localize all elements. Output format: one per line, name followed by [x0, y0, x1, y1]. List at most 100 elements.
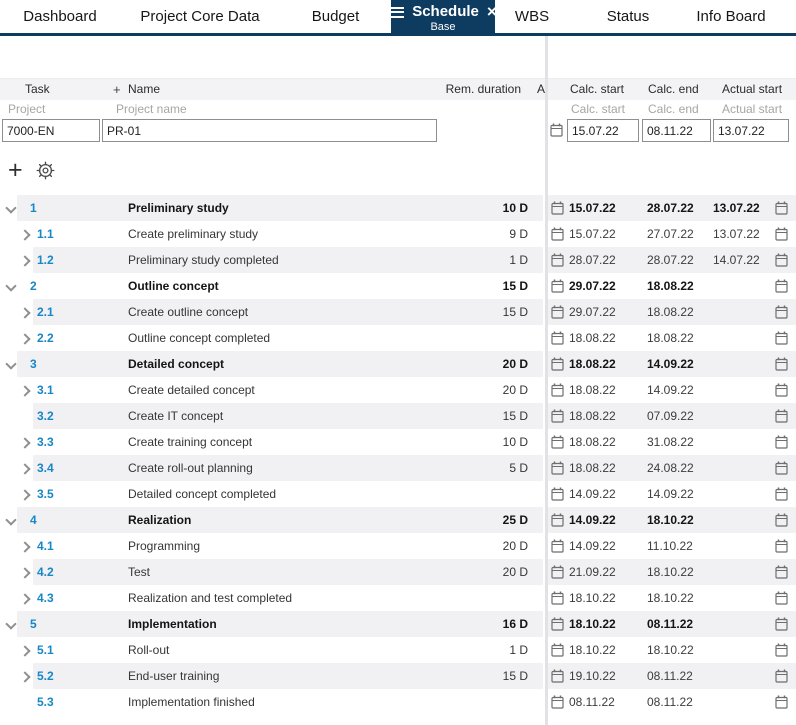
task-row[interactable]: 4.2 Test 20 D 21.09.22 18.10.22 — [0, 559, 796, 585]
tab-info-board[interactable]: Info Board — [696, 8, 766, 25]
task-name: Preliminary study — [128, 201, 229, 215]
calendar-icon[interactable] — [775, 513, 788, 527]
calc-end-input[interactable] — [642, 119, 711, 142]
calendar-icon[interactable] — [551, 565, 564, 579]
calendar-icon[interactable] — [550, 123, 563, 142]
calendar-icon[interactable] — [775, 669, 788, 683]
calendar-icon[interactable] — [551, 383, 564, 397]
project-name-input[interactable] — [102, 119, 437, 142]
task-row[interactable]: 3.3 Create training concept 10 D 18.08.2… — [0, 429, 796, 455]
task-row[interactable]: 5.3 Implementation finished 08.11.22 08.… — [0, 689, 796, 715]
calendar-icon[interactable] — [775, 201, 788, 215]
task-row[interactable]: 1.1 Create preliminary study 9 D 15.07.2… — [0, 221, 796, 247]
add-task-button[interactable]: + — [8, 156, 23, 184]
calendar-icon[interactable] — [775, 305, 788, 319]
calendar-icon[interactable] — [551, 487, 564, 501]
menu-icon[interactable] — [389, 6, 405, 18]
calendar-icon[interactable] — [551, 695, 564, 709]
actual-start-input[interactable] — [713, 119, 789, 142]
task-row[interactable]: 3.5 Detailed concept completed 14.09.22 … — [0, 481, 796, 507]
calendar-icon[interactable] — [551, 305, 564, 319]
close-icon[interactable]: × — [486, 2, 497, 21]
calendar-icon[interactable] — [551, 227, 564, 241]
calendar-icon[interactable] — [775, 383, 788, 397]
task-row[interactable]: 2 Outline concept 15 D 29.07.22 18.08.22 — [0, 273, 796, 299]
chevron-down-icon[interactable] — [5, 202, 17, 214]
calendar-icon[interactable] — [551, 357, 564, 371]
calendar-icon[interactable] — [775, 565, 788, 579]
calendar-icon[interactable] — [551, 669, 564, 683]
chevron-down-icon[interactable] — [5, 514, 17, 526]
chevron-right-icon[interactable] — [19, 541, 31, 553]
chevron-right-icon[interactable] — [19, 645, 31, 657]
task-row[interactable]: 3 Detailed concept 20 D 18.08.22 14.09.2… — [0, 351, 796, 377]
chevron-right-icon[interactable] — [19, 333, 31, 345]
calendar-icon[interactable] — [551, 253, 564, 267]
chevron-right-icon[interactable] — [19, 489, 31, 501]
calendar-icon[interactable] — [551, 539, 564, 553]
calendar-icon[interactable] — [551, 513, 564, 527]
chevron-right-icon[interactable] — [19, 229, 31, 241]
calendar-icon[interactable] — [551, 409, 564, 423]
task-row[interactable]: 4 Realization 25 D 14.09.22 18.10.22 — [0, 507, 796, 533]
tab-schedule[interactable]: Schedule × Base — [389, 0, 497, 36]
calendar-icon[interactable] — [551, 643, 564, 657]
tab-project-core-data[interactable]: Project Core Data — [140, 8, 260, 25]
calendar-icon[interactable] — [551, 331, 564, 345]
tab-budget[interactable]: Budget — [311, 8, 360, 25]
calendar-icon[interactable] — [551, 617, 564, 631]
chevron-right-icon[interactable] — [19, 463, 31, 475]
calendar-icon[interactable] — [775, 357, 788, 371]
calendar-icon[interactable] — [775, 617, 788, 631]
task-row[interactable]: 3.2 Create IT concept 15 D 18.08.22 07.0… — [0, 403, 796, 429]
task-row[interactable]: 1.2 Preliminary study completed 1 D 28.0… — [0, 247, 796, 273]
chevron-right-icon[interactable] — [19, 437, 31, 449]
calendar-icon[interactable] — [775, 539, 788, 553]
task-row[interactable]: 2.1 Create outline concept 15 D 29.07.22… — [0, 299, 796, 325]
calendar-icon[interactable] — [775, 591, 788, 605]
calendar-icon[interactable] — [775, 487, 788, 501]
calendar-icon[interactable] — [551, 461, 564, 475]
chevron-right-icon[interactable] — [19, 307, 31, 319]
chevron-right-icon[interactable] — [19, 593, 31, 605]
calendar-icon[interactable] — [775, 227, 788, 241]
calendar-icon[interactable] — [775, 279, 788, 293]
task-row[interactable]: 5.1 Roll-out 1 D 18.10.22 18.10.22 — [0, 637, 796, 663]
calendar-icon[interactable] — [775, 409, 788, 423]
task-name: Create training concept — [128, 435, 253, 449]
calendar-icon[interactable] — [551, 201, 564, 215]
chevron-right-icon[interactable] — [19, 567, 31, 579]
project-id-input[interactable] — [2, 119, 100, 142]
chevron-down-icon[interactable] — [5, 280, 17, 292]
calendar-icon[interactable] — [775, 435, 788, 449]
tab-dashboard[interactable]: Dashboard — [23, 8, 97, 25]
calendar-icon[interactable] — [775, 461, 788, 475]
calendar-icon[interactable] — [775, 643, 788, 657]
calendar-icon[interactable] — [551, 279, 564, 293]
chevron-right-icon[interactable] — [19, 671, 31, 683]
chevron-down-icon[interactable] — [5, 618, 17, 630]
calendar-icon[interactable] — [775, 695, 788, 709]
task-row[interactable]: 3.4 Create roll-out planning 5 D 18.08.2… — [0, 455, 796, 481]
task-row[interactable]: 5.2 End-user training 15 D 19.10.22 08.1… — [0, 663, 796, 689]
task-row[interactable]: 1 Preliminary study 10 D 15.07.22 28.07.… — [0, 195, 796, 221]
chevron-right-icon[interactable] — [19, 255, 31, 267]
task-row[interactable]: 4.1 Programming 20 D 14.09.22 11.10.22 — [0, 533, 796, 559]
chevron-down-icon[interactable] — [5, 358, 17, 370]
add-column-icon[interactable]: + — [113, 82, 121, 97]
chevron-right-icon[interactable] — [19, 385, 31, 397]
tab-wbs[interactable]: WBS — [514, 8, 550, 25]
calendar-icon[interactable] — [551, 591, 564, 605]
task-row[interactable]: 2.2 Outline concept completed 18.08.22 1… — [0, 325, 796, 351]
task-number: 4 — [30, 513, 37, 527]
task-row[interactable]: 5 Implementation 16 D 18.10.22 08.11.22 — [0, 611, 796, 637]
task-row[interactable]: 4.3 Realization and test completed 18.10… — [0, 585, 796, 611]
task-row[interactable]: 3.1 Create detailed concept 20 D 18.08.2… — [0, 377, 796, 403]
calendar-icon[interactable] — [775, 331, 788, 345]
tab-status[interactable]: Status — [606, 8, 650, 25]
calendar-icon[interactable] — [775, 253, 788, 267]
task-name: Programming — [128, 539, 201, 553]
calendar-icon[interactable] — [551, 435, 564, 449]
calc-start-input[interactable] — [567, 119, 639, 142]
settings-gear-icon[interactable] — [36, 161, 55, 185]
